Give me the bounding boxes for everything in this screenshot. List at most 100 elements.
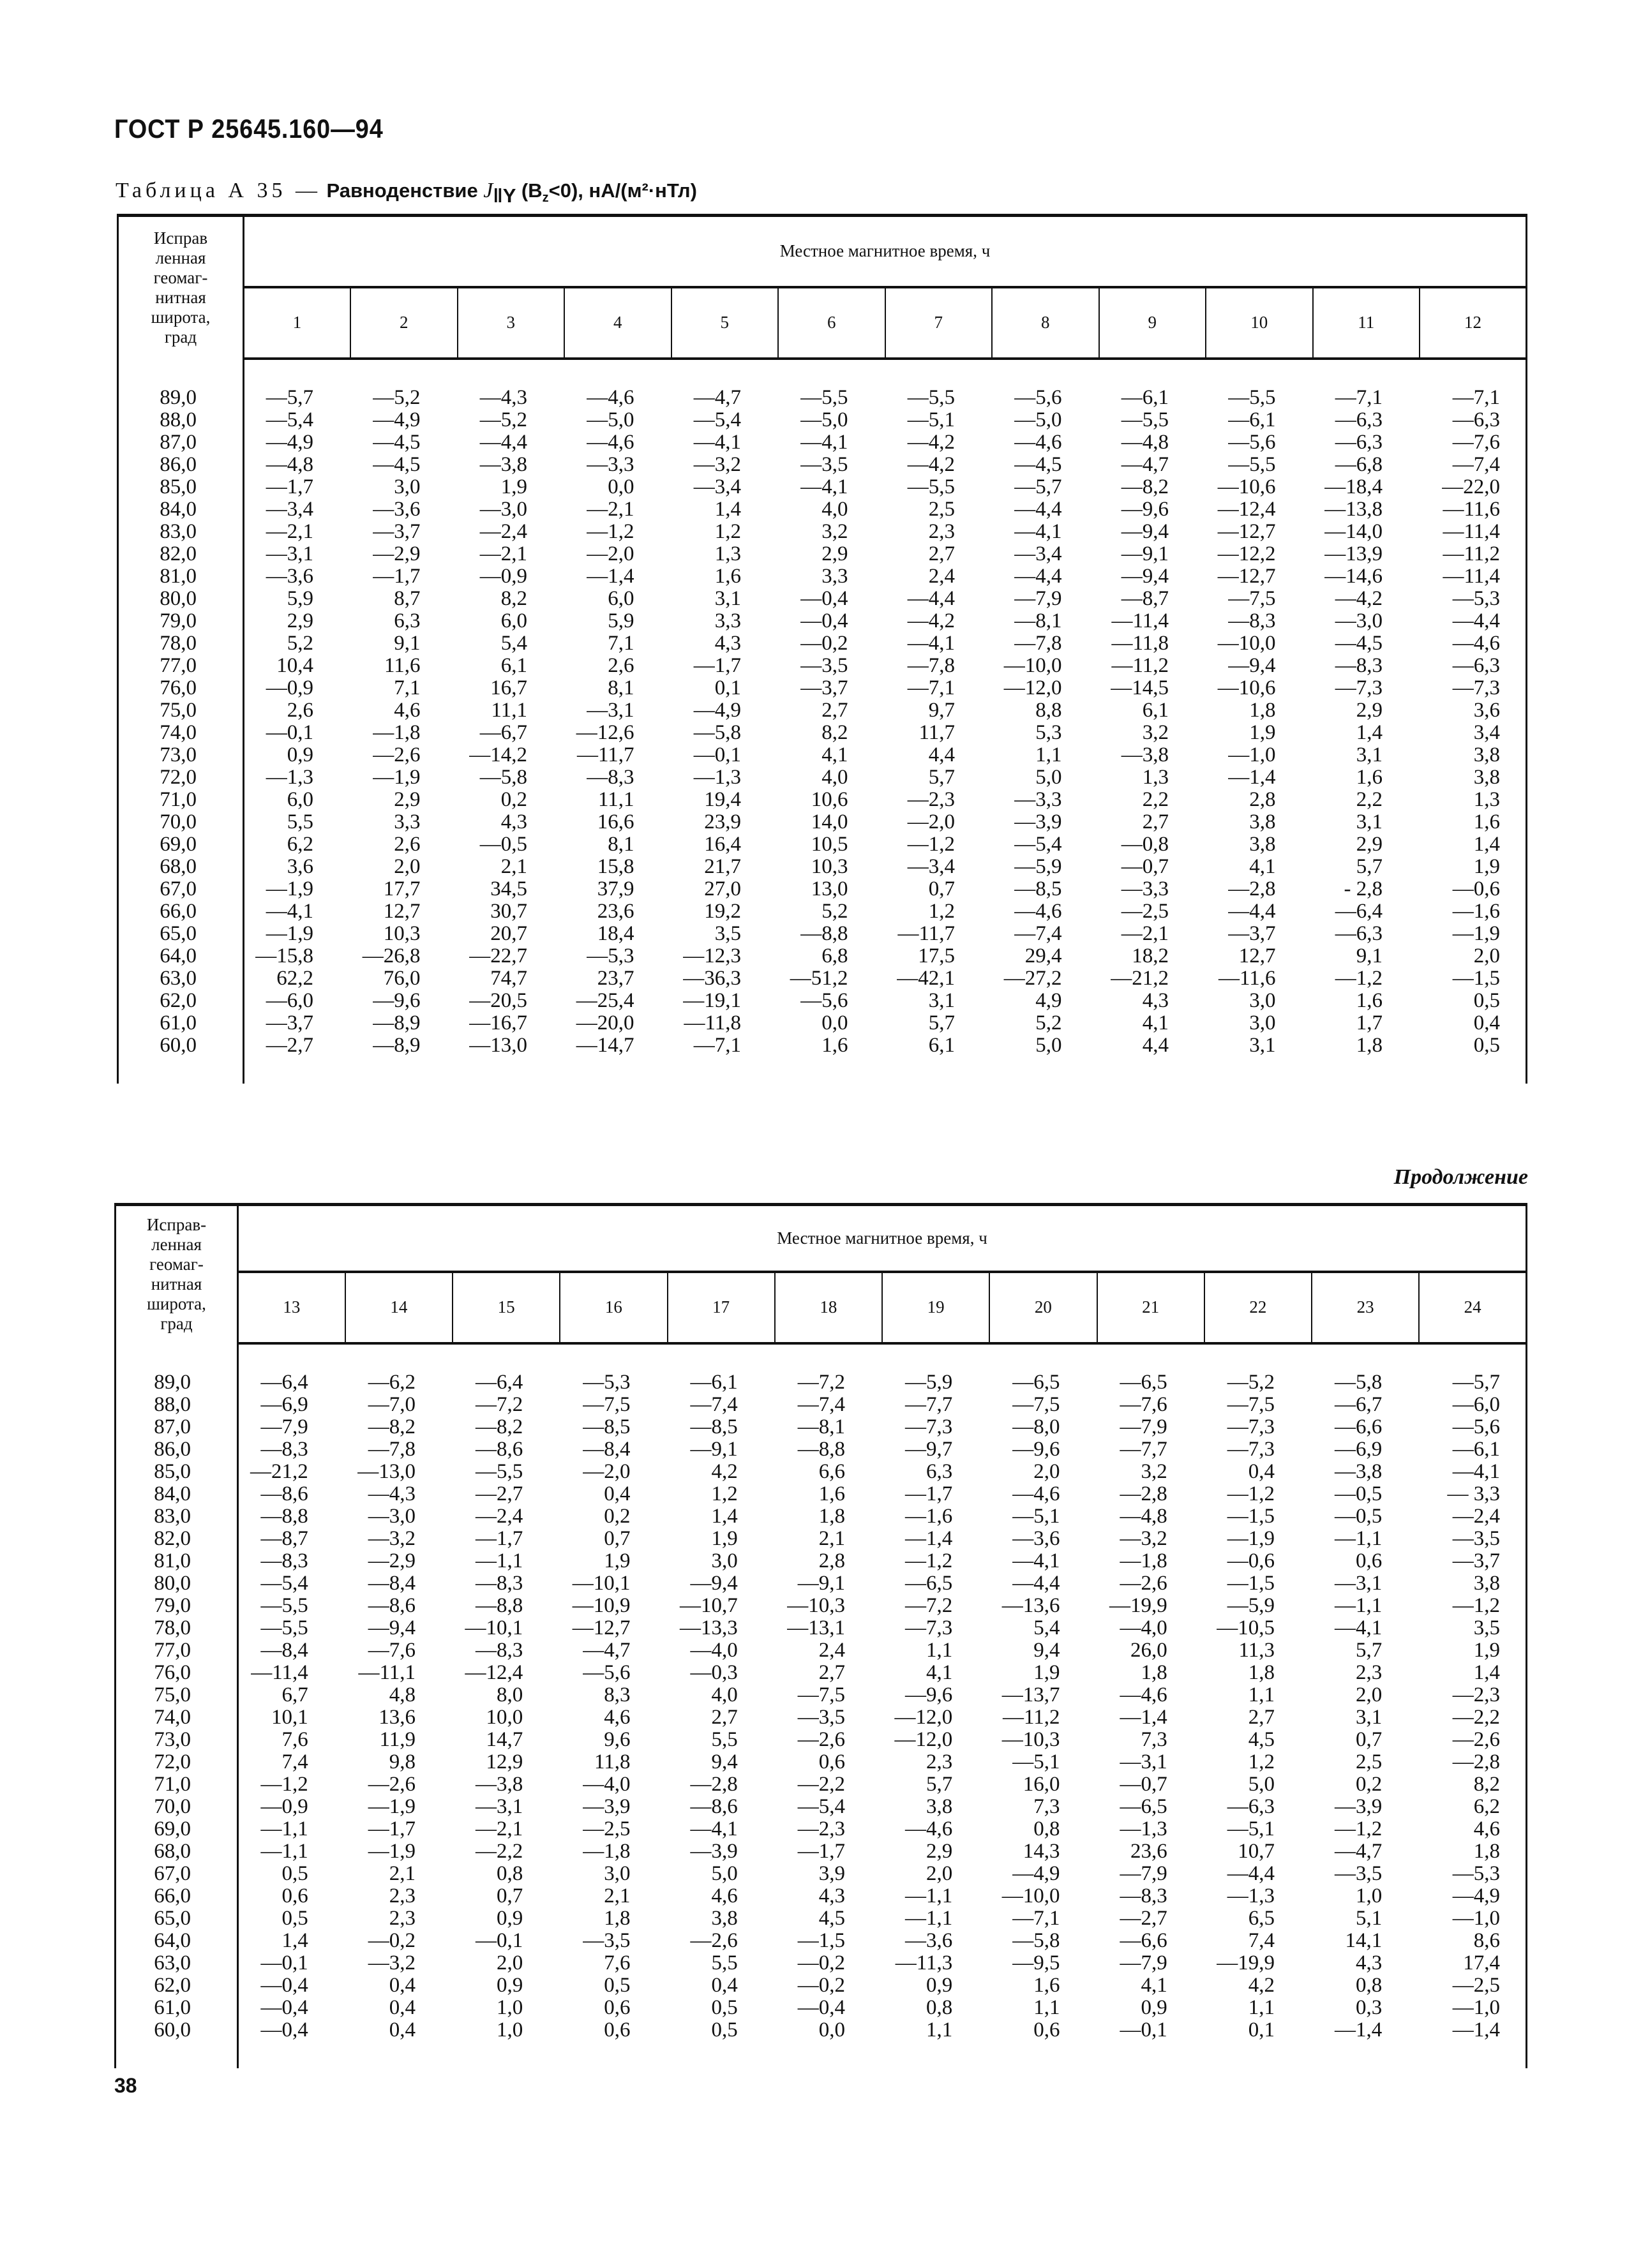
value-cell: —4,6	[1120, 1683, 1167, 1706]
table-row: 87,0 —7,9 —8,2 —8,2 —8,5 —8,5 —8,1 —7,3 —8,0 —7,9…	[114, 1415, 1528, 1438]
value-cell: —8,7	[260, 1526, 308, 1550]
value-cell: —1,9	[373, 765, 421, 789]
latitude-cell: 77,0	[114, 1639, 239, 1662]
value-cell: —1,9	[1420, 922, 1527, 945]
value-cell: 1,3	[1142, 765, 1169, 789]
value-cell: 1,8	[604, 1906, 631, 1930]
latitude-cell: 64,0	[114, 1929, 239, 1952]
value-cell: —8,9	[373, 1033, 421, 1057]
value-cell: 2,9	[287, 609, 313, 632]
table-row: 63,0 —0,1 —3,2 2,0 7,6 5,5 —0,2 —11,3 —9,5 —7,9 —1…	[114, 1951, 1528, 1974]
value-cell: —3,7	[800, 676, 848, 699]
value-cell: 2,6	[287, 698, 313, 722]
value-cell: 2,1	[500, 854, 527, 878]
value-cell: —1,6	[905, 1504, 953, 1528]
value-cell: —5,5	[800, 385, 848, 409]
table-row: 78,0 —5,5 —9,4 —10,1 —12,7 —13,3 —13,1 —7,3 5,4 —…	[114, 1616, 1528, 1639]
value-cell: —22,0	[1420, 475, 1527, 498]
value-cell: —7,3	[1227, 1437, 1275, 1461]
value-cell: —0,2	[368, 1929, 416, 1952]
value-cell: 3,0	[394, 475, 421, 498]
value-cell: 3,1	[1249, 1033, 1276, 1057]
value-cell: —7,6	[368, 1638, 416, 1662]
value-cell: —10,0	[1001, 1884, 1060, 1907]
latitude-cell: 77,0	[117, 654, 244, 677]
value-cell: 1,2	[714, 519, 741, 543]
value-cell: 3,0	[711, 1549, 738, 1572]
value-cell: —0,4	[800, 586, 848, 610]
value-cell: 5,1	[1356, 1906, 1383, 1930]
value-cell: —7,1	[1012, 1906, 1060, 1930]
value-cell: 5,4	[500, 631, 527, 655]
value-cell: —1,3	[266, 765, 313, 789]
value-cell: —9,4	[368, 1616, 416, 1639]
value-cell: —12,4	[1217, 497, 1276, 521]
value-cell: —36,3	[683, 966, 741, 990]
value-cell: —3,7	[373, 519, 421, 543]
value-cell: 11,7	[918, 720, 955, 744]
table-row: 82,0 —3,1 —2,9 —2,1 —2,0 1,3 2,9 2,7 —3,4 —9,1 —12…	[117, 542, 1527, 565]
table-row: 71,0 —1,2 —2,6 —3,8 —4,0 —2,8 —2,2 5,7 16,0 —0,7 5…	[114, 1772, 1528, 1796]
local-magnetic-time-header: Местное магнитное время, ч	[243, 214, 1527, 288]
value-cell: —8,3	[1335, 653, 1383, 677]
value-cell: 8,8	[1035, 698, 1062, 722]
value-cell: 23,9	[704, 810, 741, 833]
value-cell: 18,2	[1132, 944, 1169, 967]
caption-cond-sub: z	[542, 191, 549, 205]
value-cell: 1,3	[714, 542, 741, 565]
value-cell: 4,3	[1142, 989, 1169, 1012]
value-cell: —3,8	[476, 1772, 523, 1796]
value-cell: —19,9	[1217, 1951, 1275, 1974]
value-cell: —21,2	[1111, 966, 1169, 990]
value-cell: —3,9	[1335, 1794, 1383, 1818]
value-cell: —1,0	[1419, 1907, 1528, 1930]
value-cell: —13,8	[1324, 497, 1383, 521]
hour-column-header: 1	[243, 287, 350, 360]
table-row: 72,0 —1,3 —1,9 —5,8 —8,3 —1,3 4,0 5,7 5,0 1,3 —1,4…	[117, 765, 1527, 789]
table-row: 88,0 —5,4 —4,9 —5,2 —5,0 —5,4 —5,0 —5,1 —5,0 —5,5…	[117, 408, 1527, 431]
value-cell: —3,6	[373, 497, 421, 521]
value-cell: —2,4	[476, 1504, 523, 1528]
value-cell: —14,7	[576, 1033, 634, 1057]
value-cell: 5,0	[711, 1861, 738, 1885]
value-cell: 1,4	[1420, 833, 1527, 856]
value-cell: —3,5	[800, 653, 848, 677]
value-cell: —1,8	[1120, 1549, 1167, 1572]
value-cell: —4,9	[1419, 1884, 1528, 1907]
caption-symbol-sub: ‖Y	[493, 184, 516, 207]
hour-column-header: 16	[559, 1271, 668, 1345]
value-cell: 8,7	[394, 586, 421, 610]
value-cell: —9,6	[905, 1683, 953, 1706]
latitude-cell: 73,0	[114, 1728, 239, 1751]
value-cell: 1,4	[714, 497, 741, 521]
value-cell: —8,4	[583, 1437, 631, 1461]
value-cell: 5,4	[1033, 1616, 1060, 1639]
value-cell: 0,2	[604, 1504, 631, 1528]
caption-symbol: J	[483, 179, 493, 202]
value-cell: —3,0	[1335, 609, 1383, 632]
value-cell: —9,6	[373, 989, 421, 1012]
value-cell: —5,4	[797, 1794, 845, 1818]
value-cell: —6,6	[1335, 1415, 1383, 1438]
value-cell: 10,6	[811, 787, 848, 811]
latitude-cell: 78,0	[114, 1616, 239, 1639]
value-cell: —2,5	[1121, 899, 1169, 923]
value-cell: —8,5	[690, 1415, 738, 1438]
table-row: 62,0 —0,4 0,4 0,9 0,5 0,4 —0,2 0,9 1,6 4,1 4,2 0,8 —…	[114, 1974, 1528, 1997]
latitude-cell: 63,0	[117, 967, 244, 990]
value-cell: 6,6	[818, 1459, 845, 1483]
value-cell: 0,8	[497, 1861, 523, 1885]
value-cell: —3,8	[479, 452, 527, 476]
value-cell: —2,7	[266, 1033, 313, 1057]
latitude-cell: 85,0	[117, 475, 244, 498]
value-cell: —1,1	[905, 1884, 953, 1907]
value-cell: 6,1	[500, 653, 527, 677]
table-row: 66,0 0,6 2,3 0,7 2,1 4,6 4,3 —1,1 —10,0 —8,3 —1,3 1…	[114, 1884, 1528, 1907]
value-cell: 1,9	[711, 1526, 738, 1550]
value-cell: —2,8	[1419, 1750, 1528, 1773]
value-cell: —13,1	[787, 1616, 845, 1639]
value-cell: —3,9	[1014, 810, 1062, 833]
value-cell: —0,7	[1121, 854, 1169, 878]
value-cell: —5,3	[583, 1370, 631, 1394]
value-cell: —5,7	[1419, 1371, 1528, 1394]
